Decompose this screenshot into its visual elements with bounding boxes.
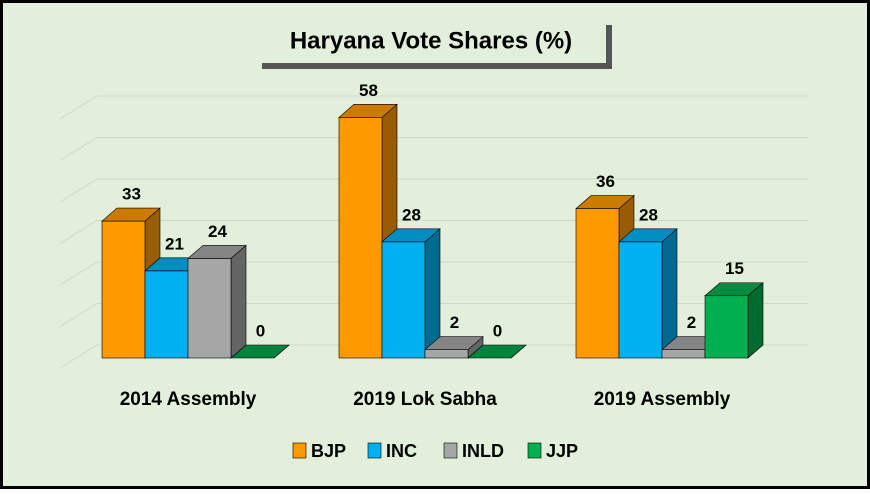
- value-label: 36: [596, 172, 615, 191]
- bar: [187, 258, 232, 359]
- x-tick-label: 2014 Assembly: [120, 389, 257, 410]
- bar-top: [704, 282, 764, 297]
- value-label: 15: [725, 259, 744, 278]
- grid-line: [59, 95, 808, 120]
- bar: [338, 117, 383, 359]
- grid-line: [59, 344, 808, 369]
- legend-label: JJP: [546, 441, 578, 461]
- grid-line: [59, 220, 808, 244]
- value-label: 24: [208, 222, 227, 241]
- bar-top: [230, 344, 290, 359]
- bar: [101, 220, 146, 359]
- x-tick-label: 2019 Assembly: [594, 389, 731, 410]
- bar-side: [230, 244, 247, 359]
- bar: [144, 270, 189, 359]
- value-label: 0: [493, 321, 502, 340]
- bar: [661, 349, 706, 359]
- x-tick-label: 2019 Lok Sabha: [353, 389, 497, 410]
- grid-line: [59, 303, 808, 327]
- grid-line: [59, 178, 808, 203]
- legend-label: INC: [386, 441, 417, 461]
- legend-swatch: [527, 442, 542, 459]
- bar: [575, 208, 620, 359]
- bar-top: [618, 228, 678, 243]
- value-label: 21: [165, 234, 184, 253]
- bar-top: [187, 245, 247, 259]
- bar-top: [101, 207, 161, 222]
- legend-label: BJP: [311, 441, 346, 461]
- legend-label: INLD: [462, 441, 504, 461]
- value-label: 58: [359, 81, 378, 100]
- bar: [424, 349, 469, 359]
- bar-top: [467, 344, 527, 359]
- value-label: 2: [687, 313, 696, 332]
- title-box: [256, 19, 606, 63]
- chart-title: Haryana Vote Shares (%): [290, 27, 572, 54]
- bar-top: [424, 336, 484, 351]
- bar-top: [575, 195, 635, 209]
- bar: [704, 295, 749, 359]
- value-label: 2: [450, 313, 459, 332]
- value-label: 33: [122, 185, 141, 204]
- grid-line: [59, 261, 808, 286]
- legend-swatch: [367, 442, 382, 459]
- value-label: 0: [256, 321, 265, 340]
- bar: [381, 241, 426, 359]
- value-label: 28: [402, 205, 421, 224]
- value-label: 28: [639, 205, 658, 224]
- legend-swatch: [443, 442, 458, 459]
- bar-top: [381, 228, 441, 243]
- bar: [618, 241, 663, 359]
- legend-swatch: [292, 442, 307, 459]
- grid-line: [59, 137, 808, 161]
- bar-top: [338, 104, 398, 118]
